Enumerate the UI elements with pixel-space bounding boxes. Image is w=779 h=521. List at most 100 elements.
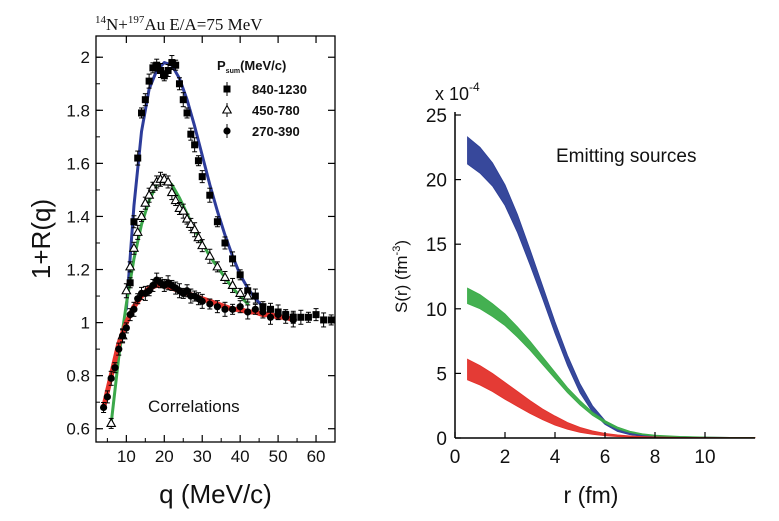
data-point-270-390 [282,313,290,321]
data-point-270-390 [259,308,267,316]
data-point-270-390 [266,313,275,321]
data-point-270-390 [103,393,111,401]
x-tick-label: 40 [231,447,250,466]
data-point-450-780 [235,287,246,297]
y-tick-label: 5 [436,364,447,385]
data-point-840-1230 [183,109,191,117]
data-point-450-780 [193,232,204,242]
data-point-840-1230 [320,316,328,324]
y-tick-label: 15 [426,235,447,256]
data-point-840-1230 [187,130,195,138]
left-x-axis-label: q (MeV/c) [159,479,272,509]
data-point-450-780 [227,279,238,289]
data-point-270-390 [122,324,130,332]
data-point-450-780 [106,417,117,427]
data-point-270-390 [289,316,297,324]
left-y-axis-label: 1+R(q) [26,199,56,279]
data-point-840-1230 [198,173,206,181]
data-point-270-390 [206,300,214,308]
data-point-270-390 [130,305,138,313]
data-point-270-390 [111,364,119,372]
right-annotation: Emitting sources [556,146,696,167]
data-point-270-390 [145,287,153,295]
data-point-840-1230 [304,313,312,321]
legend-marker-840-1230 [223,85,231,93]
legend-title-sub: sum [226,68,240,75]
data-point-270-390 [236,303,244,311]
data-point-840-1230 [175,80,183,88]
data-point-840-1230 [229,255,237,263]
right-panel-emitting-sources: 0 5 10 15 20 25 0 2 4 6 8 10 x 10-4 S(r) (fm-3) r (fm)… [391,80,756,508]
legend-title: Psum(MeV/c) [217,58,286,75]
x-tick-label: 8 [650,447,661,468]
data-point-840-1230 [149,64,157,72]
data-point-450-780 [143,189,155,199]
data-point-450-780 [197,240,208,250]
y-tick-label: 1.2 [66,261,90,280]
left-annotation: Correlations [148,397,240,416]
data-point-840-1230 [134,154,142,162]
left-panel-correlations: 14N+197Au E/A=75 MeV 0.6 0.8 1 1.2 1.4 1.6 1.8 2… [26,14,336,509]
y-tick-label: 2 [81,48,90,67]
x-tick-label: 50 [269,447,288,466]
data-point-840-1230 [194,157,202,165]
data-point-450-780 [189,224,200,234]
x-tick-label: 20 [155,447,174,466]
data-point-270-390 [134,295,142,303]
data-point-270-390 [244,308,252,316]
data-point-840-1230 [164,66,172,74]
data-point-840-1230 [312,311,320,319]
x-tick-label: 4 [550,447,561,468]
data-point-450-780 [242,290,253,300]
data-point-840-1230 [179,96,187,104]
title-nitrogen: N+ [106,15,128,34]
data-point-840-1230 [213,218,221,226]
data-point-840-1230 [206,191,214,199]
title-rest: Au E/A=75 MeV [144,15,263,34]
data-point-840-1230 [138,109,146,117]
data-point-270-390 [107,374,115,382]
data-point-450-780 [136,210,147,220]
data-point-450-780 [185,218,196,228]
data-point-840-1230 [327,316,335,324]
x-tick-label: 10 [117,447,136,466]
y-tick-label: 1 [81,314,90,333]
data-point-450-780 [125,261,136,271]
data-point-840-1230 [172,61,180,69]
title-mass-n: 14 [95,14,107,26]
data-point-840-1230 [236,271,244,279]
ylabel-exponent: -3 [391,246,403,256]
data-point-270-390 [251,305,259,313]
scale-base: x 10 [435,84,469,104]
y-tick-label: 0 [436,429,447,450]
y-tick-label: 0.8 [66,367,90,386]
x-tick-label: 0 [450,447,461,468]
data-point-450-780 [212,261,223,271]
data-point-840-1230 [297,313,305,321]
legend-label-450-780: 450-780 [252,103,300,118]
data-point-270-390 [221,305,229,313]
source-band-450-780 [467,287,756,439]
data-point-840-1230 [160,72,168,80]
data-point-840-1230 [251,292,259,300]
data-point-450-780 [166,186,178,197]
data-point-840-1230 [153,61,161,69]
legend-marker-450-780 [221,104,233,114]
y-tick-label: 1.4 [66,207,90,226]
data-point-840-1230 [221,239,229,247]
data-point-450-780 [178,205,189,215]
scale-exponent: -4 [469,80,480,94]
data-point-840-1230 [141,96,149,104]
left-chart-title: 14N+197Au E/A=75 MeV [95,14,263,34]
y-scale-factor: x 10-4 [435,80,480,104]
legend-title-unit: (MeV/c) [240,58,286,73]
y-tick-label: 1.8 [66,101,90,120]
x-tick-label: 60 [307,447,326,466]
data-point-840-1230 [145,77,153,85]
data-point-450-780 [162,176,174,186]
data-point-450-780 [219,271,231,282]
y-tick-label: 25 [426,106,447,127]
data-point-840-1230 [191,141,199,149]
data-point-270-390 [99,403,108,412]
